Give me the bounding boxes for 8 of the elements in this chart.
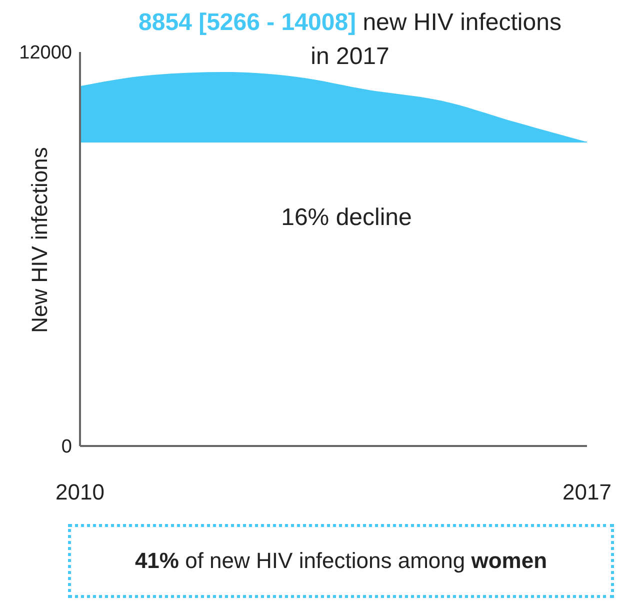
text: 41% of new HIV infections among women	[134, 548, 548, 574]
y-tick-label: 0	[61, 436, 72, 458]
y-tick-label: 12000	[19, 42, 72, 64]
y-axis-title: New HIV infections	[27, 147, 53, 333]
x-tick-label: 2017	[562, 480, 612, 505]
x-tick-label: 2010	[56, 480, 104, 505]
chart-title: 8854 [5266 - 14008] new HIV infections in 2017	[138, 9, 562, 70]
annotation: 16% decline	[280, 204, 413, 232]
